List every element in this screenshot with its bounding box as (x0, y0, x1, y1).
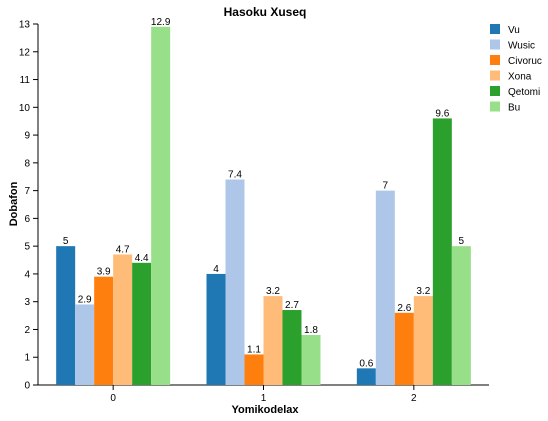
legend-swatch (490, 70, 500, 81)
y-tick-label: 2 (24, 325, 30, 336)
bar (132, 262, 152, 385)
bar (151, 26, 171, 386)
x-axis-title: Yomikodelax (231, 404, 299, 416)
legend-label: Bu (508, 103, 520, 114)
bar (263, 296, 283, 385)
bar (206, 273, 226, 385)
y-tick-label: 7 (24, 186, 30, 197)
bar (56, 246, 76, 385)
y-tick-label: 5 (24, 242, 30, 253)
x-tick-label: 1 (261, 393, 267, 404)
bar (225, 179, 245, 385)
bar (301, 335, 321, 385)
legend-label: Qetomi (508, 87, 540, 98)
legend-label: Civoruc (508, 56, 542, 67)
bar (113, 254, 133, 385)
data-label: 4.4 (135, 253, 149, 264)
data-label: 3.9 (97, 267, 111, 278)
y-tick-label: 11 (20, 75, 31, 86)
y-tick-label: 12 (19, 47, 31, 58)
y-tick-label: 9 (24, 131, 30, 142)
x-tick-label: 2 (411, 393, 417, 404)
legend-label: Wusic (508, 41, 535, 52)
bar (413, 296, 433, 385)
legend-label: Xona (508, 72, 532, 83)
legend-swatch (490, 55, 500, 65)
data-label: 3.2 (266, 286, 280, 297)
bar (94, 276, 114, 385)
bar (282, 310, 302, 385)
data-label: 2.9 (78, 294, 92, 305)
data-label: 0.6 (359, 358, 373, 369)
bar (451, 246, 471, 385)
data-label: 1.1 (247, 344, 261, 355)
data-label: 4 (213, 264, 219, 275)
bar (356, 368, 376, 385)
data-label: 7 (383, 181, 389, 192)
legend-swatch (490, 86, 500, 96)
legend-label: Vu (508, 25, 520, 36)
data-label: 4.7 (116, 244, 130, 255)
data-label: 9.6 (435, 108, 449, 119)
data-label: 12.9 (151, 17, 171, 28)
bar (432, 118, 452, 386)
y-tick-label: 1 (24, 353, 30, 364)
legend-swatch (490, 101, 500, 112)
y-tick-label: 8 (24, 158, 30, 169)
bar (394, 312, 414, 385)
x-tick-label: 0 (110, 393, 116, 404)
y-tick-label: 6 (24, 214, 30, 225)
bar (375, 190, 395, 385)
y-tick-label: 4 (24, 269, 30, 280)
data-label: 2.7 (285, 300, 299, 311)
data-label: 2.6 (397, 303, 411, 314)
y-axis-title: Dobafon (8, 181, 20, 226)
bar (244, 354, 264, 385)
y-tick-label: 3 (24, 297, 30, 308)
data-label: 7.4 (228, 170, 242, 181)
chart-title: Hasoku Xuseq (224, 5, 307, 19)
y-tick-label: 10 (19, 103, 31, 114)
data-label: 5 (63, 236, 69, 247)
y-tick-label: 0 (24, 381, 30, 392)
data-label: 5 (459, 236, 465, 247)
legend-swatch (490, 24, 500, 34)
y-tick-label: 13 (19, 20, 31, 31)
data-label: 1.8 (304, 325, 318, 336)
bar (75, 304, 95, 385)
legend: Vu Wusic Civoruc Xona Qetomi Bu (490, 24, 542, 114)
legend-swatch (490, 39, 500, 50)
plot-area: 012345678910111213052.93.94.74.412.9147.… (19, 17, 489, 404)
data-label: 3.2 (416, 286, 430, 297)
